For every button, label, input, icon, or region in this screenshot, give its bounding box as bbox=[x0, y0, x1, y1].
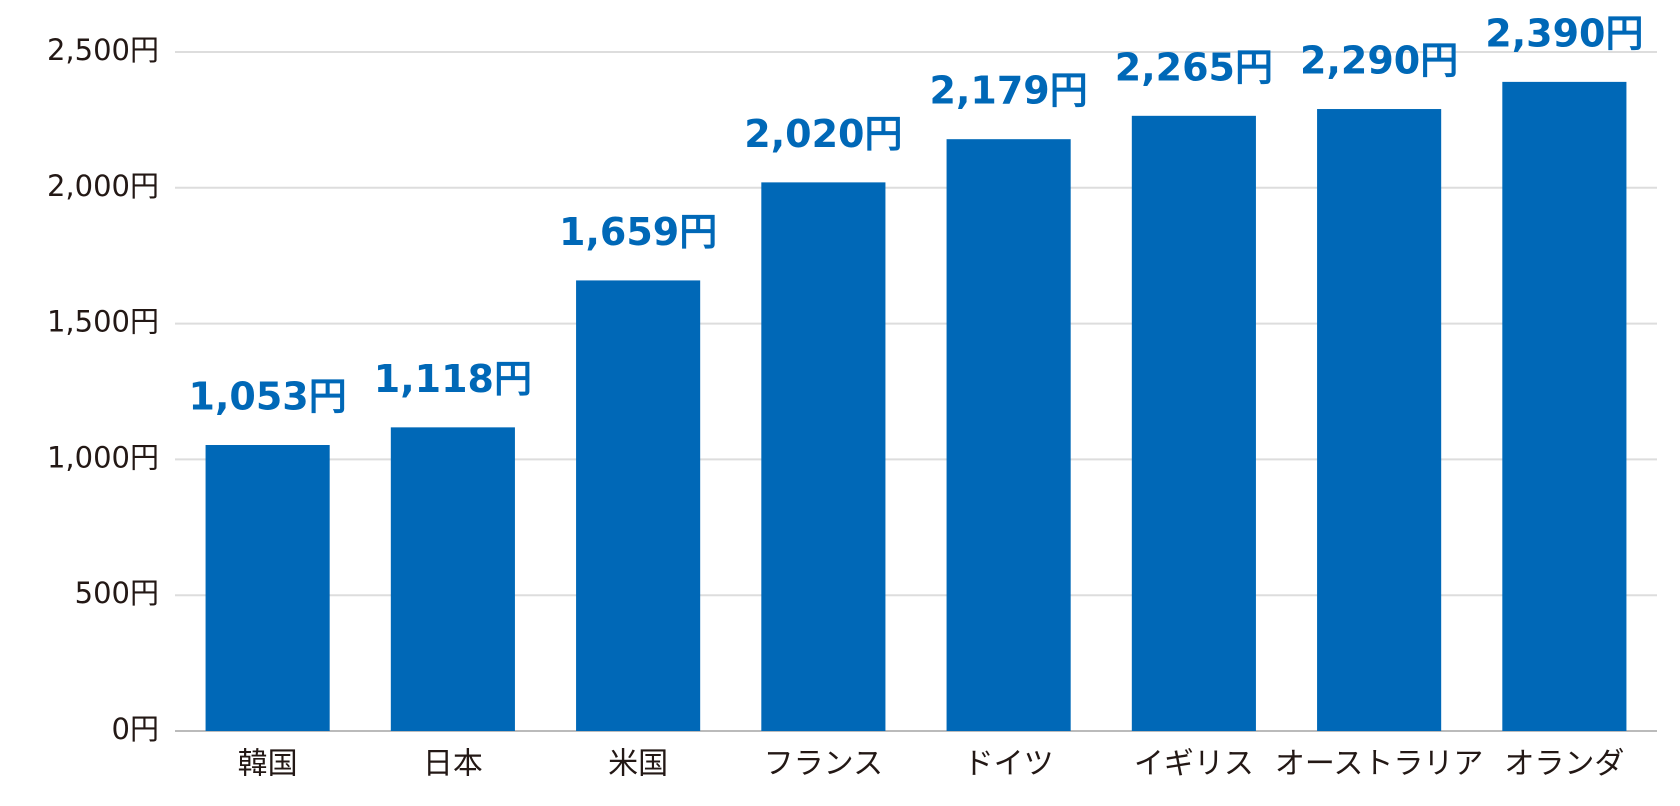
y-tick-label: 500円 bbox=[75, 576, 159, 610]
x-tick-label: 韓国 bbox=[238, 747, 298, 782]
x-tick-label: 日本 bbox=[423, 747, 483, 782]
value-label: 2,020円 bbox=[744, 112, 902, 156]
value-label: 1,053円 bbox=[189, 375, 347, 419]
value-label: 1,659円 bbox=[559, 210, 717, 254]
x-tick-label: フランス bbox=[764, 747, 883, 782]
bar bbox=[390, 427, 515, 731]
bar bbox=[205, 445, 330, 731]
y-tick-label: 1,000円 bbox=[47, 440, 159, 474]
x-tick-label: イギリス bbox=[1134, 747, 1254, 782]
value-label: 2,179円 bbox=[930, 69, 1088, 113]
x-tick-label: オランダ bbox=[1504, 747, 1624, 782]
value-label: 1,118円 bbox=[374, 357, 532, 401]
bar bbox=[1317, 109, 1442, 731]
y-tick-label: 0円 bbox=[112, 712, 159, 746]
y-tick-label: 2,000円 bbox=[47, 169, 159, 203]
value-label: 2,265円 bbox=[1115, 45, 1273, 89]
y-tick-label: 1,500円 bbox=[47, 305, 159, 339]
value-label: 2,290円 bbox=[1300, 39, 1458, 83]
value-label: 2,390円 bbox=[1485, 11, 1643, 55]
bar bbox=[761, 182, 886, 732]
x-tick-label: オーストラリア bbox=[1275, 747, 1484, 782]
bar bbox=[576, 280, 701, 731]
bar bbox=[1502, 81, 1627, 732]
x-tick-label: 米国 bbox=[608, 747, 668, 782]
bar bbox=[946, 139, 1071, 731]
x-tick-label: ドイツ bbox=[964, 747, 1054, 782]
y-tick-label: 2,500円 bbox=[47, 33, 159, 67]
bar bbox=[1131, 115, 1256, 732]
